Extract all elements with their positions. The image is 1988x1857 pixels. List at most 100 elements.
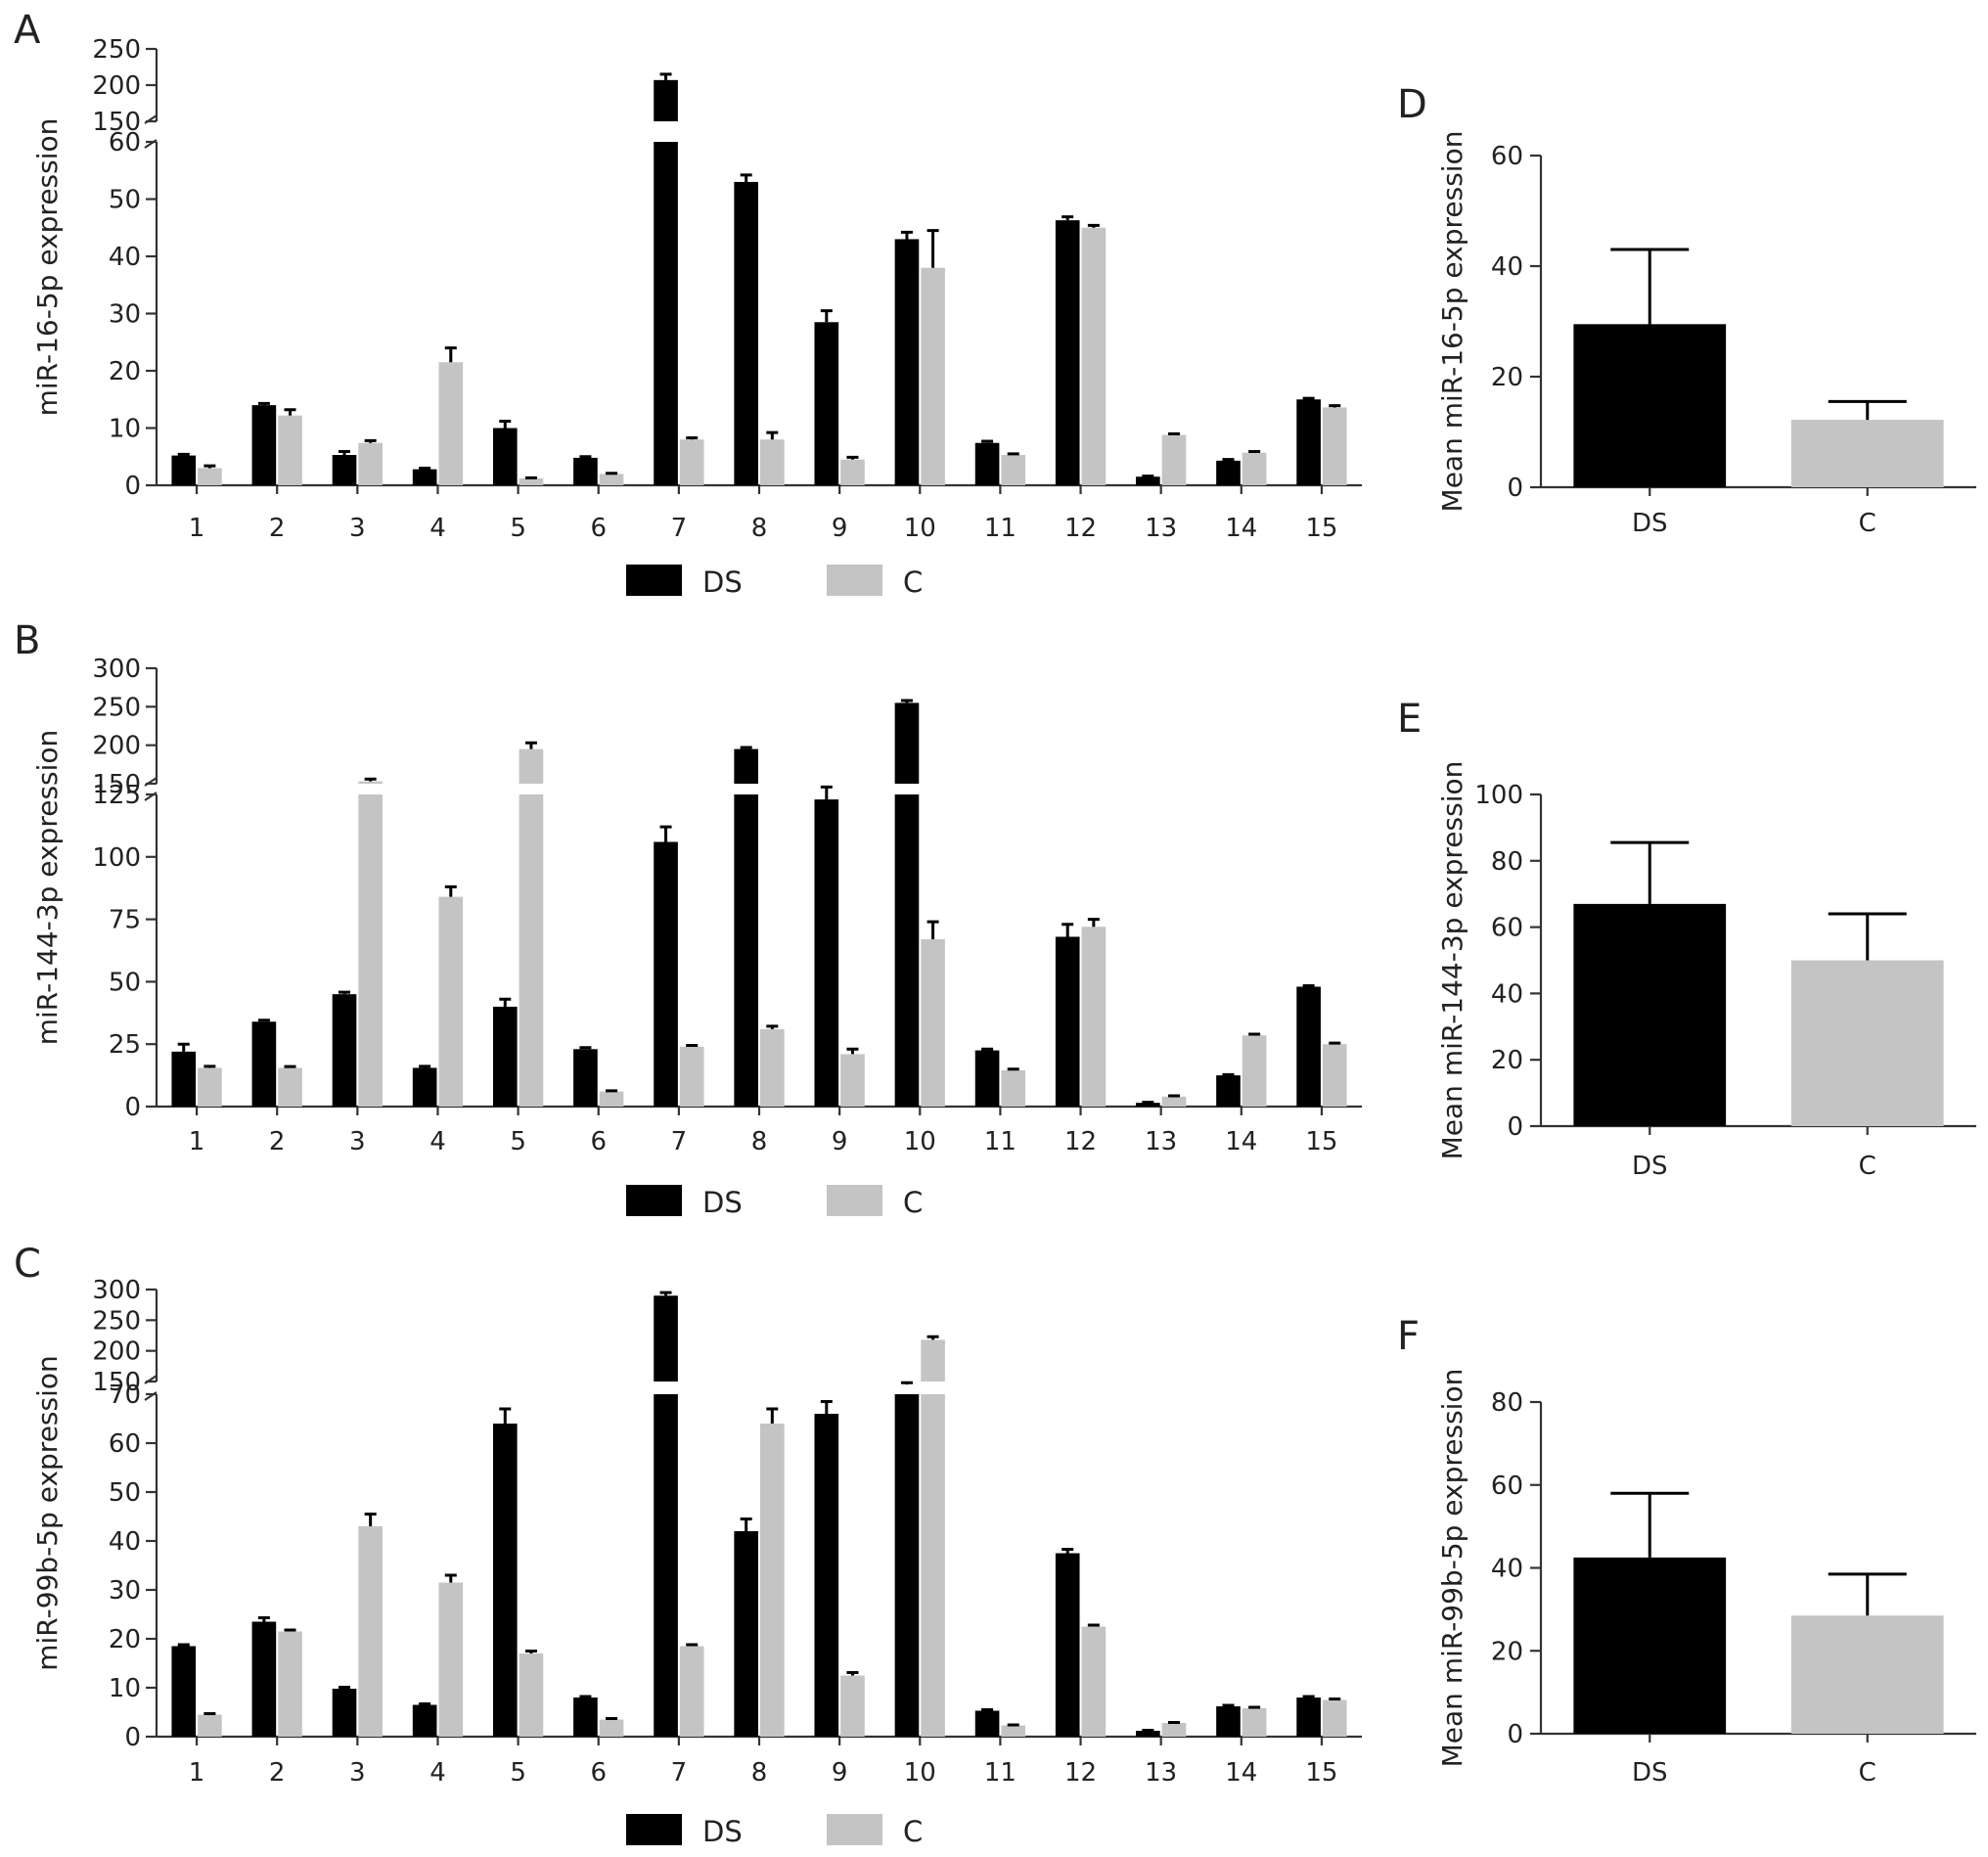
bar-c <box>1322 1044 1347 1107</box>
y-tick-label: 250 <box>92 693 141 722</box>
legend-label: C <box>903 1186 923 1219</box>
error-bar <box>766 430 779 440</box>
bar-ds <box>894 239 920 485</box>
bar-ds <box>974 1710 1000 1737</box>
error-bar <box>177 452 190 456</box>
y-tick-label: 250 <box>92 1306 141 1336</box>
legend-swatch-ds <box>626 1185 682 1216</box>
error-bar <box>524 741 537 749</box>
error-bar <box>686 1643 699 1647</box>
y-tick-label: 75 <box>109 906 141 935</box>
x-tick-label: 9 <box>832 514 848 543</box>
y-axis-title: Mean miR-144-3p expression <box>1436 761 1468 1160</box>
bar-c <box>599 1719 624 1737</box>
bar-ds <box>492 1006 518 1107</box>
y-tick-label: 50 <box>109 968 141 997</box>
y-tick-label: 25 <box>109 1030 141 1060</box>
bar-ds <box>573 1049 598 1107</box>
error-bar <box>444 884 457 897</box>
bar-c <box>1322 407 1347 485</box>
bar-ds <box>1055 936 1080 1107</box>
error-bar <box>1828 1572 1907 1616</box>
error-bar <box>659 825 672 842</box>
x-tick-label: 15 <box>1305 514 1337 543</box>
error-bar <box>1142 1729 1154 1732</box>
bar-c <box>198 468 222 485</box>
bar-c-upper <box>519 748 544 784</box>
bar-ds <box>1216 460 1241 485</box>
bar-c <box>519 477 544 485</box>
y-tick-label: 60 <box>1491 1472 1523 1501</box>
bar-ds <box>814 1414 839 1737</box>
bar-ds <box>1055 220 1080 485</box>
bar-c <box>438 896 464 1107</box>
y-tick-label: 300 <box>92 1276 141 1305</box>
y-tick-label: 40 <box>109 243 141 272</box>
legend-label: DS <box>702 566 743 599</box>
y-tick-label: 70 <box>109 1381 141 1410</box>
error-bar <box>203 1712 216 1715</box>
error-bar <box>1329 1698 1341 1700</box>
error-bar <box>257 401 270 406</box>
x-tick-label: DS <box>1632 1152 1668 1181</box>
error-bar <box>499 419 512 429</box>
error-bar <box>926 229 939 268</box>
error-bar <box>981 1047 994 1051</box>
y-axis-title: miR-16-5p expression <box>31 118 64 417</box>
x-tick-label: 11 <box>984 1758 1017 1788</box>
error-bar <box>606 1717 618 1720</box>
bar-c <box>760 1424 785 1737</box>
bar-ds <box>171 1646 197 1737</box>
bar-ds <box>332 454 357 485</box>
y-axis-title: Mean miR-16-5p expression <box>1436 131 1468 513</box>
y-tick-label: 30 <box>109 300 141 330</box>
bar-ds-upper <box>734 748 758 784</box>
x-tick-label: 2 <box>269 514 286 543</box>
x-tick-label: 3 <box>349 514 366 543</box>
y-tick-label: 20 <box>1491 363 1523 392</box>
error-bar <box>579 1695 592 1698</box>
error-bar <box>1087 223 1100 228</box>
bar-ds <box>974 442 1000 485</box>
error-bar <box>419 466 431 470</box>
error-bar <box>1248 1705 1261 1709</box>
bar-ds-upper <box>894 702 920 784</box>
x-tick-label: 13 <box>1145 514 1177 543</box>
legend-swatch-c <box>827 565 882 596</box>
error-bar <box>444 1573 457 1583</box>
bar-ds <box>251 1021 277 1107</box>
y-tick-label: 0 <box>1507 1112 1523 1142</box>
bar-ds-upper <box>654 79 678 121</box>
bar-c <box>1790 420 1944 487</box>
bar-c <box>278 1067 302 1107</box>
x-tick-label: 4 <box>429 1758 446 1788</box>
error-bar <box>926 1335 939 1340</box>
bar-ds <box>492 428 518 485</box>
bar-ds <box>1573 324 1727 487</box>
bar-c <box>599 1091 624 1107</box>
x-tick-label: 12 <box>1064 1127 1097 1156</box>
x-tick-label: 4 <box>429 1127 446 1156</box>
bar-c <box>1001 1725 1026 1737</box>
x-tick-label: 7 <box>671 514 688 543</box>
bar-c <box>760 1028 785 1107</box>
error-bar <box>981 439 994 443</box>
bar-ds <box>1296 399 1321 485</box>
bar-ds <box>734 794 758 1107</box>
error-bar <box>1167 1721 1180 1724</box>
bar-ds <box>1573 903 1727 1126</box>
bar-ds <box>734 181 758 485</box>
bar-c <box>1081 927 1107 1107</box>
error-bar <box>419 1702 431 1705</box>
y-tick-label: 100 <box>1474 781 1523 810</box>
y-tick-label: 0 <box>124 1093 141 1122</box>
y-tick-label: 0 <box>1507 474 1523 503</box>
y-tick-label: 40 <box>1491 979 1523 1009</box>
error-bar <box>177 1643 190 1647</box>
bar-c <box>1001 1069 1026 1107</box>
y-tick-label: 200 <box>92 1337 141 1367</box>
error-bar <box>1062 1548 1074 1554</box>
x-tick-label: 1 <box>189 514 205 543</box>
legend-label: DS <box>702 1186 743 1219</box>
x-tick-label: 5 <box>510 1758 526 1788</box>
